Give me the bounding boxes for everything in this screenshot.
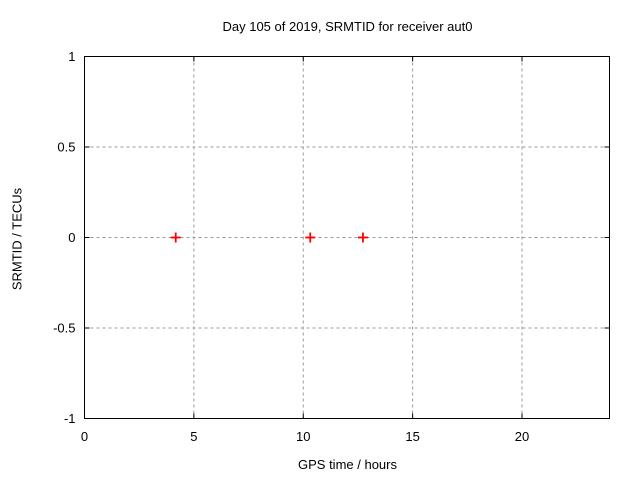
y-tick-label: 0 xyxy=(68,230,75,245)
x-tick-label: 20 xyxy=(515,429,529,444)
x-tick-label: 10 xyxy=(296,429,310,444)
y-tick-label: -1 xyxy=(64,411,76,426)
chart-title: Day 105 of 2019, SRMTID for receiver aut… xyxy=(222,19,473,34)
y-tick-label: 0.5 xyxy=(57,140,75,155)
x-tick-label: 5 xyxy=(190,429,197,444)
y-tick-label: -0.5 xyxy=(53,321,75,336)
x-tick-label: 0 xyxy=(81,429,88,444)
x-axis-label: GPS time / hours xyxy=(298,457,397,472)
y-tick-label: 1 xyxy=(68,49,75,64)
x-tick-label: 15 xyxy=(405,429,419,444)
